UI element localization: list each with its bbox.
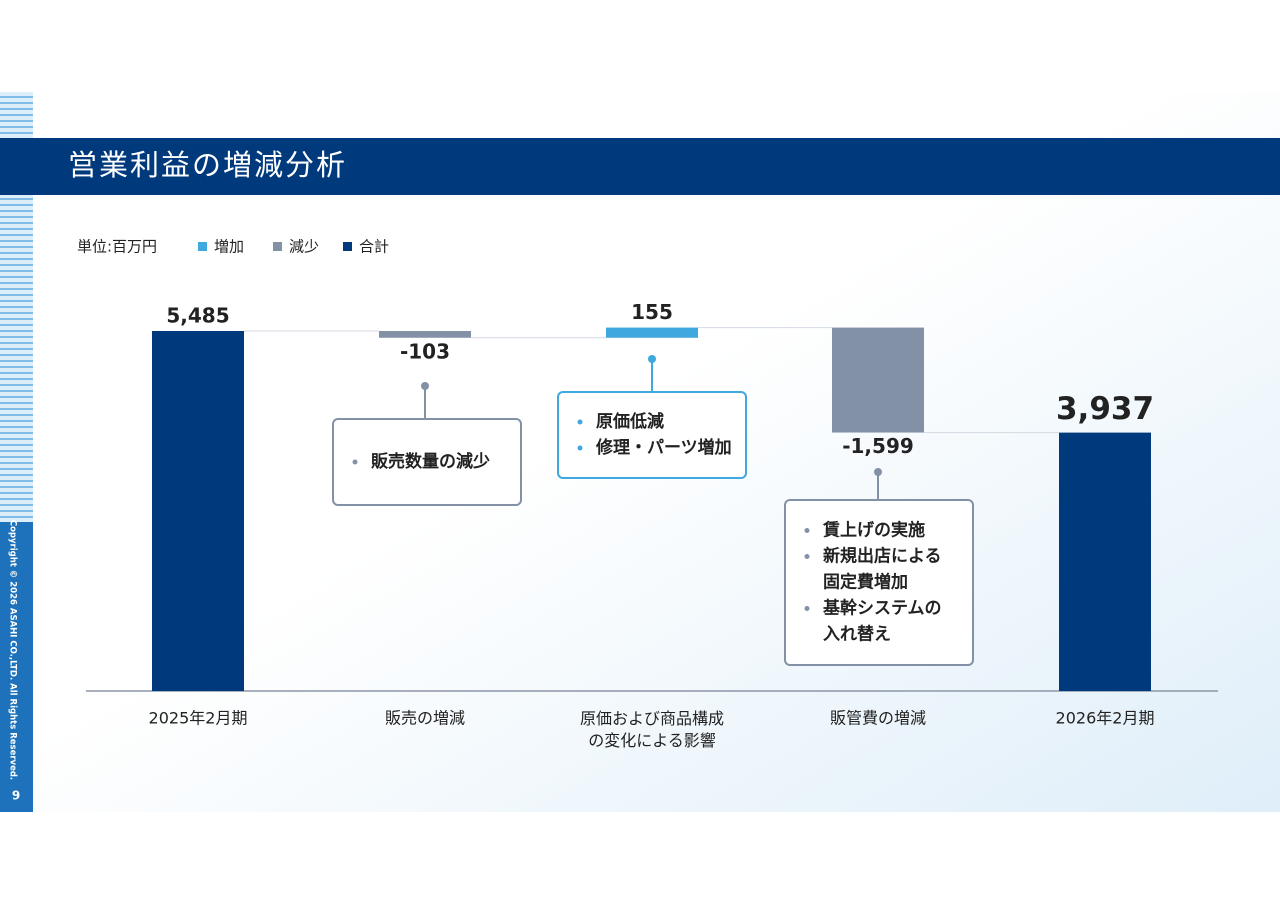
bullet	[804, 606, 810, 611]
callout-box	[332, 418, 522, 506]
legend-label: 減少	[289, 238, 319, 256]
bar	[152, 331, 244, 691]
callout-box	[784, 499, 974, 666]
callout-text: 新規出店による固定費増加	[823, 546, 942, 593]
bar	[606, 327, 698, 338]
bullet	[352, 459, 358, 465]
x-tick-label: 販売の増減	[385, 709, 465, 728]
bar	[832, 327, 924, 433]
legend-label: 合計	[359, 238, 389, 256]
x-tick-label: 2025年2月期	[149, 709, 248, 728]
legend-swatch	[273, 242, 282, 251]
bar	[1059, 432, 1151, 691]
sidebar	[0, 522, 33, 812]
x-tick-label: 2026年2月期	[1056, 709, 1155, 728]
value-label: 5,485	[166, 304, 229, 328]
callout-text: 基幹システムの入れ替え	[822, 598, 942, 645]
callout-dot	[874, 468, 882, 476]
bullet	[577, 445, 583, 451]
callout-text: 修理・パーツ増加	[595, 437, 732, 458]
bullet	[804, 554, 810, 559]
unit-label: 単位:百万円	[77, 238, 157, 256]
page-number: 9	[12, 789, 20, 803]
value-label: -1,599	[842, 434, 914, 458]
callout-text: 原価低減	[596, 411, 664, 432]
callout-text: 販売数量の減少	[371, 451, 490, 472]
x-tick-label: 原価および商品構成の変化による影響	[580, 709, 724, 750]
bar	[379, 331, 471, 338]
chart-title: 営業利益の増減分析	[68, 148, 347, 182]
value-label: -103	[400, 339, 450, 363]
title-bar	[0, 138, 1280, 195]
callout-dot	[421, 382, 429, 390]
callout-box	[557, 391, 747, 479]
x-tick-label: 販管費の増減	[830, 709, 926, 728]
bullet	[577, 419, 583, 425]
legend-swatch	[198, 242, 207, 251]
bullet	[804, 528, 810, 533]
callout-text: 賃上げの実施	[822, 520, 925, 541]
legend-label: 増加	[214, 238, 244, 256]
copyright: Copyright © 2026 ASAHI CO.,LTD. All Righ…	[8, 520, 18, 780]
value-label: 155	[631, 300, 673, 324]
callout-dot	[648, 355, 656, 363]
legend-swatch	[343, 242, 352, 251]
value-label: 3,937	[1056, 391, 1154, 427]
